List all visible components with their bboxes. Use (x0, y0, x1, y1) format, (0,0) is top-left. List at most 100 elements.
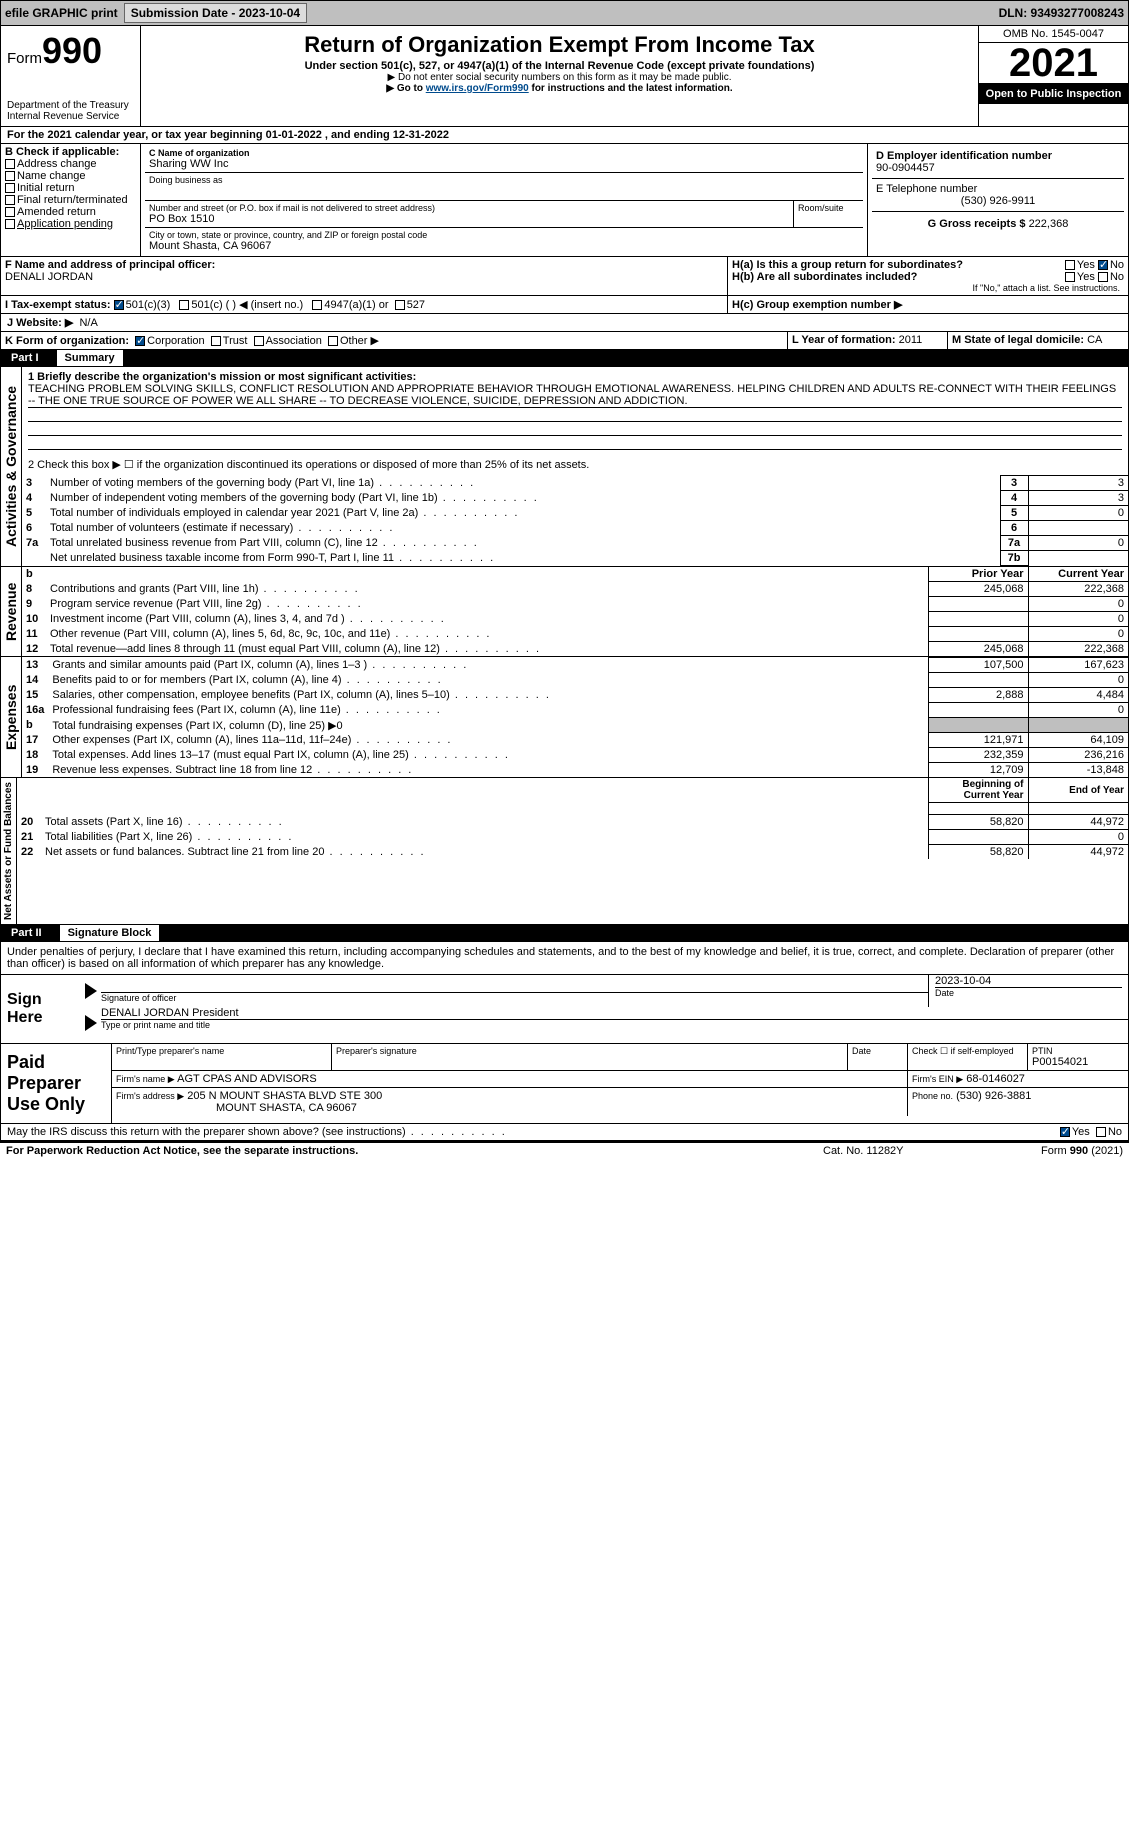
table-row: 19Revenue less expenses. Subtract line 1… (22, 763, 1128, 778)
l2: 2 Check this box ▶ ☐ if the organization… (22, 454, 1128, 475)
i-label: I Tax-exempt status: (5, 299, 111, 311)
d-label: D Employer identification number (876, 150, 1120, 162)
chk-final-return[interactable] (5, 195, 15, 205)
hb-yes[interactable] (1065, 272, 1075, 282)
table-row: 7aTotal unrelated business revenue from … (22, 536, 1128, 551)
pra-notice: For Paperwork Reduction Act Notice, see … (6, 1145, 823, 1157)
submission-date-button[interactable]: Submission Date - 2023-10-04 (124, 3, 307, 23)
hc-label: H(c) Group exemption number ▶ (728, 296, 1128, 313)
revenue-table: b Prior Year Current Year 8Contributions… (22, 567, 1128, 656)
hb-no[interactable] (1098, 272, 1108, 282)
ha-label: H(a) Is this a group return for subordin… (732, 259, 963, 271)
chk-app-pending[interactable] (5, 219, 15, 229)
table-row: 15Salaries, other compensation, employee… (22, 688, 1128, 703)
f-h-block: F Name and address of principal officer:… (0, 257, 1129, 296)
hb-note: If "No," attach a list. See instructions… (732, 283, 1124, 293)
e-label: E Telephone number (876, 183, 1120, 195)
date-label: Date (935, 988, 1122, 998)
chk-501c3[interactable] (114, 300, 124, 310)
part1-header: Part I Summary (0, 350, 1129, 367)
m-label: M State of legal domicile: (952, 334, 1084, 346)
table-row: 16aProfessional fundraising fees (Part I… (22, 703, 1128, 718)
ssn-note: ▶ Do not enter social security numbers o… (145, 72, 974, 83)
table-row: 17Other expenses (Part IX, column (A), l… (22, 733, 1128, 748)
gross-receipts: 222,368 (1029, 218, 1069, 230)
sig-date: 2023-10-04 (935, 975, 1122, 988)
firm-addr-label: Firm's address ▶ (116, 1091, 184, 1101)
pdate-label: Date (848, 1044, 908, 1070)
firm-name-label: Firm's name ▶ (116, 1074, 175, 1084)
table-row: 10Investment income (Part VIII, column (… (22, 612, 1128, 627)
sign-here-label: Sign Here (1, 975, 81, 1043)
table-row: bTotal fundraising expenses (Part IX, co… (22, 718, 1128, 733)
ha-yes[interactable] (1065, 260, 1075, 270)
net-table: Beginning of Current Year End of Year 20… (17, 778, 1128, 859)
firm-ein: 68-0146027 (966, 1073, 1025, 1085)
discuss-no[interactable] (1096, 1127, 1106, 1137)
open-inspection: Open to Public Inspection (979, 84, 1128, 104)
b-label: B Check if applicable: (5, 146, 136, 158)
g-label: G Gross receipts $ (928, 218, 1026, 230)
chk-corp[interactable] (135, 336, 145, 346)
website: N/A (79, 317, 97, 329)
table-row: 9Program service revenue (Part VIII, lin… (22, 597, 1128, 612)
form-label: Form (7, 50, 42, 67)
name-title-label: Type or print name and title (101, 1020, 1128, 1030)
irs-label: Internal Revenue Service (7, 111, 134, 122)
table-row: 22Net assets or fund balances. Subtract … (17, 845, 1128, 860)
l1-label: 1 Briefly describe the organization's mi… (28, 371, 1122, 383)
table-row: 20Total assets (Part X, line 16)58,82044… (17, 815, 1128, 830)
chk-other[interactable] (328, 336, 338, 346)
irs-link[interactable]: www.irs.gov/Form990 (426, 83, 529, 94)
k-label: K Form of organization: (5, 335, 129, 347)
ha-no[interactable] (1098, 260, 1108, 270)
chk-address-change[interactable] (5, 159, 15, 169)
firm-addr1: 205 N MOUNT SHASTA BLVD STE 300 (187, 1090, 382, 1102)
table-row: 11Other revenue (Part VIII, column (A), … (22, 627, 1128, 642)
chk-4947[interactable] (312, 300, 322, 310)
chk-amended[interactable] (5, 207, 15, 217)
table-row: 8Contributions and grants (Part VIII, li… (22, 582, 1128, 597)
dept-treasury: Department of the Treasury (7, 100, 134, 111)
ein: 90-0904457 (876, 162, 1120, 174)
state-domicile: CA (1087, 334, 1102, 346)
paid-preparer-label: Paid Preparer Use Only (1, 1044, 111, 1123)
col-prior: Prior Year (928, 567, 1028, 582)
officer-name-title: DENALI JORDAN President (101, 1007, 1128, 1020)
discuss-yes[interactable] (1060, 1127, 1070, 1137)
vlabel-governance: Activities & Governance (1, 367, 21, 566)
col-end: End of Year (1028, 778, 1128, 803)
ptin-label: PTIN (1032, 1046, 1124, 1056)
line-a: For the 2021 calendar year, or tax year … (0, 127, 1129, 144)
discuss-label: May the IRS discuss this return with the… (7, 1126, 982, 1138)
col-begin: Beginning of Current Year (928, 778, 1028, 803)
firm-addr2: MOUNT SHASTA, CA 96067 (116, 1102, 903, 1114)
pcheck-label: Check ☐ if self-employed (908, 1044, 1028, 1070)
chk-501c[interactable] (179, 300, 189, 310)
table-row: 5Total number of individuals employed in… (22, 506, 1128, 521)
dba-label: Doing business as (149, 175, 859, 185)
chk-assoc[interactable] (254, 336, 264, 346)
table-row: 21Total liabilities (Part X, line 26)0 (17, 830, 1128, 845)
chk-527[interactable] (395, 300, 405, 310)
table-row: 12Total revenue—add lines 8 through 11 (… (22, 642, 1128, 657)
chk-name-change[interactable] (5, 171, 15, 181)
table-row: 18Total expenses. Add lines 13–17 (must … (22, 748, 1128, 763)
chk-initial-return[interactable] (5, 183, 15, 193)
sign-arrow-icon (85, 1015, 97, 1031)
addr-label: Number and street (or P.O. box if mail i… (149, 203, 789, 213)
l-label: L Year of formation: (792, 334, 896, 346)
room-label: Room/suite (793, 201, 863, 227)
psig-label: Preparer's signature (332, 1044, 848, 1070)
entity-block: B Check if applicable: Address change Na… (0, 144, 1129, 257)
table-row: 6Total number of volunteers (estimate if… (22, 521, 1128, 536)
efile-label: efile GRAPHIC print (5, 6, 118, 20)
form-header: Form990 Department of the Treasury Inter… (0, 26, 1129, 127)
chk-trust[interactable] (211, 336, 221, 346)
j-label: J Website: ▶ (7, 317, 73, 329)
sig-officer-label: Signature of officer (101, 993, 928, 1003)
phone: (530) 926-9911 (876, 195, 1120, 207)
ptin-value: P00154021 (1032, 1056, 1124, 1068)
firm-ein-label: Firm's EIN ▶ (912, 1074, 963, 1084)
preparer-phone: (530) 926-3881 (956, 1090, 1031, 1102)
